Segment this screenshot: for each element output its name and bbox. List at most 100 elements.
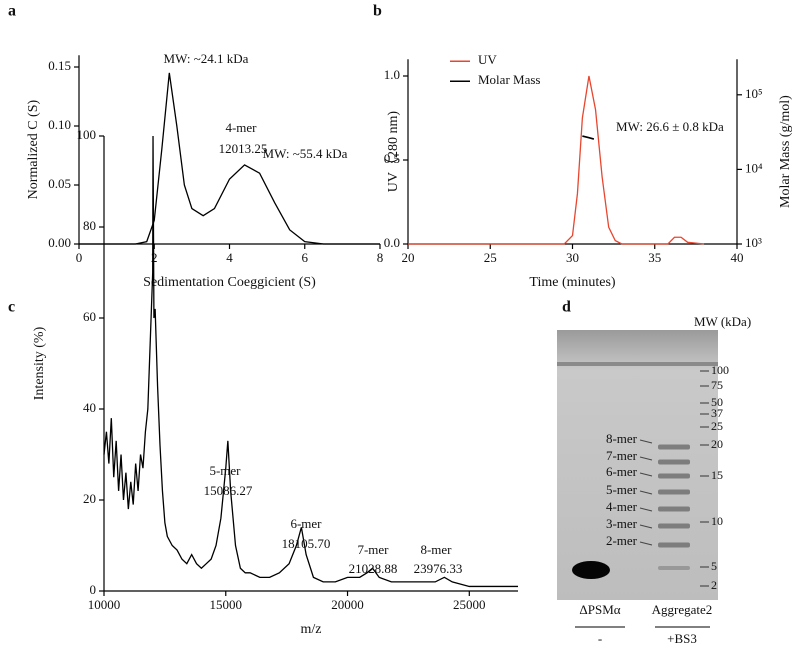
mw-title: MW (kDa): [694, 314, 751, 329]
gel-well-edge: [557, 362, 718, 366]
y-tick-label: 0.0: [384, 235, 400, 250]
marker-label: 75: [711, 378, 723, 392]
y-tick-label: 40: [83, 400, 96, 415]
band-pointer: [639, 507, 653, 512]
marker-label: 5: [711, 559, 717, 573]
y-tick-label: 100: [77, 127, 97, 142]
y-tick-label: 80: [83, 218, 96, 233]
x-axis-label: m/z: [301, 622, 322, 637]
marker-label: 100: [711, 363, 729, 377]
y-axis-label: UV（280 nm): [385, 111, 401, 193]
marker-label: 50: [711, 395, 723, 409]
y-tick-label: 0.10: [48, 117, 71, 132]
band-label: 2-mer: [606, 533, 638, 548]
y2-tick-label: 10⁴: [745, 160, 763, 175]
panel-label: a: [8, 3, 16, 20]
y-axis-label: Normalized C (S): [26, 99, 41, 199]
marker-label: 25: [711, 419, 723, 433]
panel-label: c: [8, 299, 15, 316]
ladder-band: [658, 523, 690, 529]
lane-label: Aggregate2: [652, 602, 713, 617]
y-tick-label: 0.00: [48, 235, 71, 250]
legend-label: Molar Mass: [478, 72, 540, 87]
marker-label: 2: [711, 578, 717, 592]
band-label: 5-mer: [606, 482, 638, 497]
ladder-band: [658, 489, 690, 495]
x-axis-label: Time (minutes): [529, 275, 616, 290]
annotation: 12013.25: [219, 141, 268, 156]
legend-label: UV: [478, 52, 497, 67]
ladder-band: [658, 473, 690, 479]
lane-label: ΔPSMα: [579, 602, 620, 617]
panel-label: b: [373, 3, 382, 20]
annotation: 23976.33: [414, 561, 463, 576]
annotation: MW: ~55.4 kDa: [263, 146, 348, 161]
data-line: [103, 135, 518, 588]
annotation: 21028.88: [349, 561, 398, 576]
marker-label: 15: [711, 468, 723, 482]
data-line: [408, 75, 705, 245]
annotation: 18105.70: [282, 536, 331, 551]
panel-label: d: [562, 299, 571, 316]
ladder-band: [658, 444, 690, 450]
x-tick-label: 0: [76, 250, 83, 265]
x-tick-label: 35: [648, 250, 661, 265]
x-tick-label: 8: [377, 250, 384, 265]
y2-axis-label: Molar Mass (g/mol): [778, 95, 793, 208]
y-tick-label: 0.5: [384, 151, 400, 166]
x-tick-label: 15000: [210, 597, 243, 612]
annotation: MW: ~24.1 kDa: [164, 51, 249, 66]
y-tick-label: 20: [83, 491, 96, 506]
gel-image: [557, 330, 718, 600]
band-pointer: [639, 490, 653, 495]
gel-band: [572, 561, 610, 579]
band-pointer: [639, 524, 653, 529]
data-line: [582, 135, 595, 140]
y2-tick-label: 10⁵: [745, 86, 763, 101]
ladder-band: [658, 566, 690, 570]
y-tick-label: 0.15: [48, 58, 71, 73]
y-axis-label: Intensity (%): [32, 326, 47, 400]
y-tick-label: 1.0: [384, 67, 400, 82]
ladder-band: [658, 459, 690, 465]
annotation: 15086.27: [204, 483, 253, 498]
band-label: 8-mer: [606, 431, 638, 446]
x-tick-label: 25000: [453, 597, 486, 612]
annotation: 4-mer: [225, 120, 257, 135]
y-tick-label: 60: [83, 309, 96, 324]
marker-label: 37: [711, 406, 723, 420]
annotation: 7-mer: [357, 542, 389, 557]
x-tick-label: 30: [566, 250, 579, 265]
marker-label: 10: [711, 514, 723, 528]
band-label: 3-mer: [606, 516, 638, 531]
band-pointer: [639, 472, 653, 477]
annotation: MW: 26.6 ± 0.8 kDa: [616, 119, 724, 134]
band-label: 7-mer: [606, 448, 638, 463]
band-pointer: [639, 439, 653, 444]
y-tick-label: 0: [90, 582, 97, 597]
x-tick-label: 25: [484, 250, 497, 265]
band-label: 4-mer: [606, 499, 638, 514]
y-tick-label: 0.05: [48, 176, 71, 191]
ladder-band: [658, 506, 690, 512]
x-tick-label: 10000: [88, 597, 121, 612]
x-tick-label: 20000: [331, 597, 364, 612]
y2-tick-label: 10³: [745, 235, 762, 250]
treatment-label: +BS3: [667, 631, 697, 646]
x-tick-label: 40: [731, 250, 744, 265]
x-axis-label: Sedimentation Coeggicient (S): [143, 275, 316, 290]
treatment-label: -: [598, 631, 602, 646]
band-label: 6-mer: [606, 464, 638, 479]
x-tick-label: 4: [226, 250, 233, 265]
ladder-band: [658, 542, 690, 548]
data-line: [79, 72, 380, 245]
marker-label: 20: [711, 437, 723, 451]
band-pointer: [639, 541, 653, 546]
x-tick-label: 6: [302, 250, 309, 265]
annotation: 6-mer: [290, 516, 322, 531]
annotation: 8-mer: [420, 542, 452, 557]
annotation: 5-mer: [209, 463, 241, 478]
x-tick-label: 20: [402, 250, 415, 265]
band-pointer: [639, 456, 653, 461]
